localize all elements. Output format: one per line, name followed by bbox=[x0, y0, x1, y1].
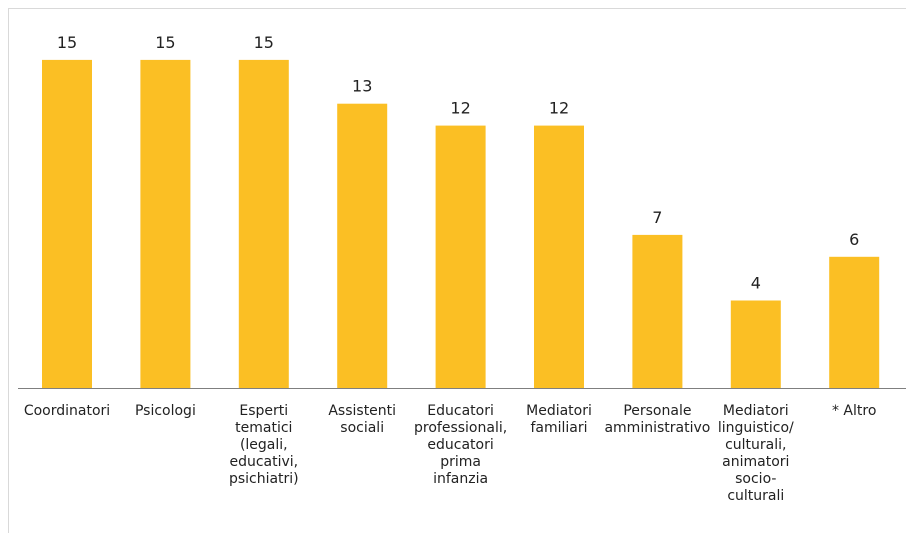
category-label-2: Esperti tematici (legali, educativi, psichia… bbox=[229, 403, 299, 487]
category-label-1: Psicologi bbox=[135, 403, 196, 419]
data-label-1: 15 bbox=[155, 33, 175, 52]
category-label-7: Mediatori linguistico/culturali, animatori… bbox=[718, 403, 794, 504]
data-label-5: 12 bbox=[549, 99, 569, 118]
bar-3 bbox=[337, 103, 388, 388]
bar-5 bbox=[534, 125, 584, 388]
data-label-4: 12 bbox=[450, 99, 470, 118]
category-label-5: Mediatori familiari bbox=[526, 403, 592, 436]
bar-6 bbox=[632, 234, 683, 388]
category-label-3: Assistenti sociali bbox=[328, 403, 396, 436]
bar-8 bbox=[829, 256, 880, 388]
bar-2 bbox=[238, 59, 289, 389]
category-label-8: * Altro bbox=[832, 403, 876, 419]
data-label-3: 13 bbox=[352, 77, 372, 96]
category-label-6: Personale amministrativo bbox=[604, 403, 710, 436]
chart-frame-left bbox=[8, 8, 9, 533]
data-label-8: 6 bbox=[849, 230, 859, 249]
bar-4 bbox=[435, 125, 486, 388]
category-label-0: Coordinatori bbox=[24, 403, 110, 419]
data-label-6: 7 bbox=[652, 208, 662, 227]
data-label-2: 15 bbox=[254, 33, 274, 52]
bar-1 bbox=[140, 59, 191, 389]
bar-7 bbox=[730, 300, 781, 388]
category-label-4: Educatori professionali, educatori prima inf… bbox=[414, 403, 507, 487]
bar-0 bbox=[42, 59, 92, 389]
data-label-7: 4 bbox=[751, 274, 761, 293]
data-label-0: 15 bbox=[57, 33, 77, 52]
chart-frame-top bbox=[8, 8, 906, 9]
